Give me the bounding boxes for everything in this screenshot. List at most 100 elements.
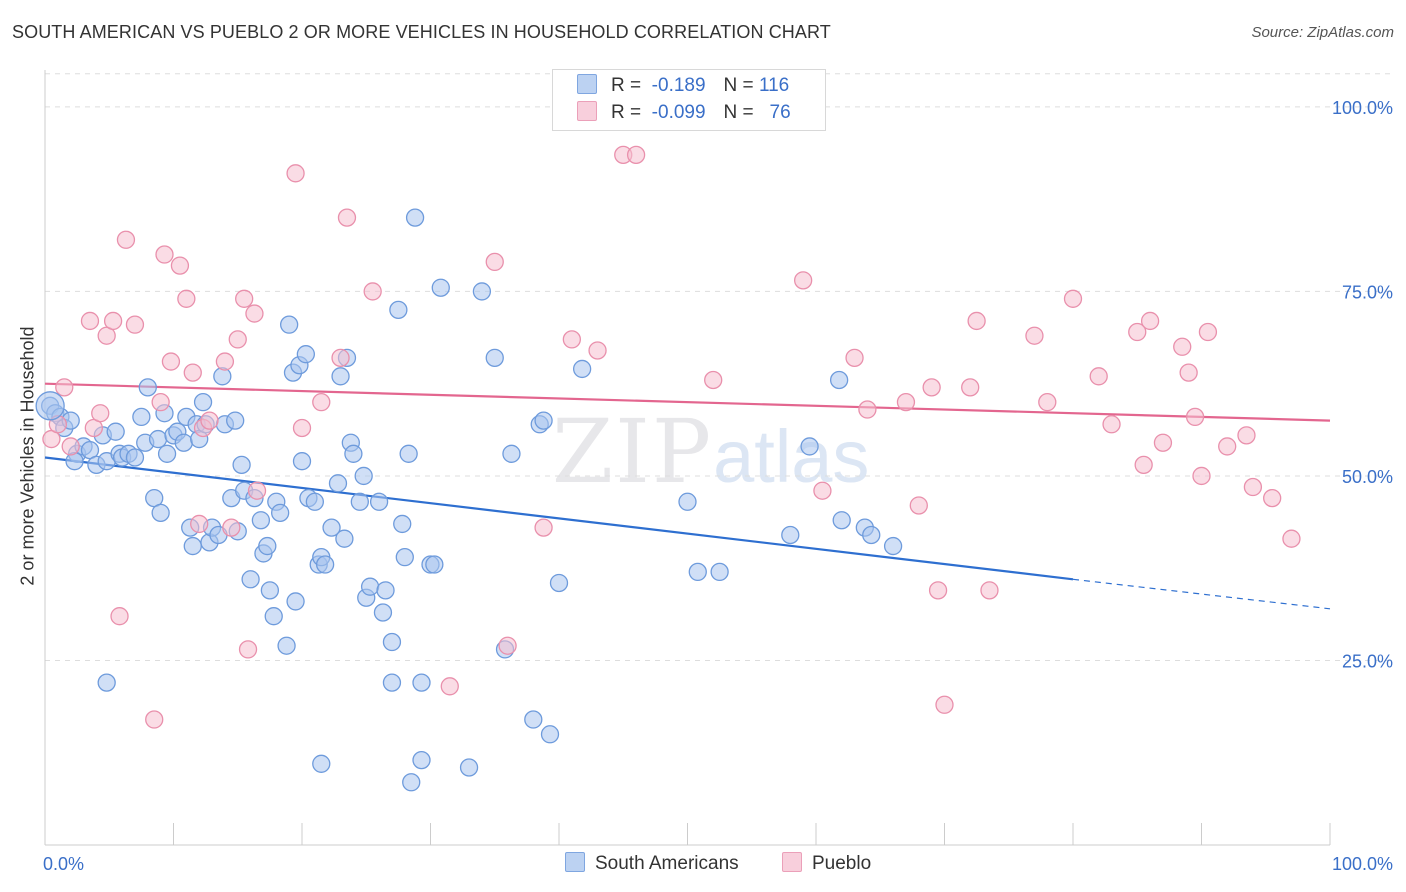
point-pueblo xyxy=(363,282,382,301)
point-south-americans xyxy=(829,370,849,390)
point-south-americans xyxy=(151,503,170,523)
point-south-americans xyxy=(251,511,271,530)
point-pueblo xyxy=(151,392,170,412)
point-pueblo xyxy=(110,607,129,626)
point-south-americans xyxy=(312,754,331,773)
point-pueblo xyxy=(1128,322,1147,342)
point-south-americans xyxy=(549,573,569,593)
point-south-americans xyxy=(862,525,881,545)
point-pueblo xyxy=(1237,426,1256,445)
point-pueblo xyxy=(1063,289,1083,308)
point-pueblo xyxy=(1102,415,1121,434)
point-pueblo xyxy=(161,352,181,371)
point-pueblo xyxy=(845,348,864,368)
point-pueblo xyxy=(183,363,202,382)
point-south-americans xyxy=(344,444,363,463)
point-south-americans xyxy=(399,444,418,463)
point-pueblo xyxy=(1192,466,1211,486)
point-south-americans xyxy=(389,300,408,320)
point-south-americans xyxy=(286,592,305,611)
point-pueblo xyxy=(1038,392,1057,412)
legend-row-south-americans: R = -0.189 N = 116 xyxy=(577,74,789,100)
n-value-pueblo: 76 xyxy=(769,102,791,123)
point-south-americans xyxy=(279,315,299,334)
point-south-americans xyxy=(412,750,431,770)
point-south-americans xyxy=(106,422,125,441)
point-pueblo xyxy=(286,164,305,183)
bottom-legend-south-americans: South Americans xyxy=(565,852,739,876)
point-south-americans xyxy=(292,452,312,471)
point-pueblo xyxy=(145,710,164,729)
point-south-americans xyxy=(710,562,729,582)
point-south-americans xyxy=(354,466,373,486)
point-pueblo xyxy=(1179,363,1198,382)
point-pueblo xyxy=(909,496,928,515)
point-pueblo xyxy=(228,330,247,349)
point-south-americans xyxy=(148,429,168,449)
point-pueblo xyxy=(935,695,954,714)
trend-line-pueblo xyxy=(44,382,1331,422)
point-south-americans xyxy=(226,411,245,430)
y-tick-label: 75.0% xyxy=(1342,282,1393,302)
point-south-americans xyxy=(459,758,479,777)
point-south-americans xyxy=(174,433,193,452)
point-south-americans xyxy=(350,492,369,511)
point-pueblo xyxy=(200,411,219,430)
n-label: N = xyxy=(723,75,754,96)
r-value-pueblo: -0.099 xyxy=(651,102,706,123)
point-south-americans xyxy=(376,581,395,600)
point-south-americans xyxy=(335,529,354,548)
point-pueblo xyxy=(80,311,100,331)
point-south-americans xyxy=(328,474,348,493)
data-points xyxy=(35,97,1301,792)
point-pueblo xyxy=(245,304,264,323)
point-south-americans xyxy=(540,725,560,744)
point-pueblo xyxy=(292,418,312,438)
point-pueblo xyxy=(1185,407,1205,427)
point-pueblo xyxy=(922,378,941,397)
point-south-americans xyxy=(138,378,157,397)
point-pueblo xyxy=(896,392,916,412)
trend-line-south-americans-extrapolated xyxy=(1072,578,1331,610)
point-south-americans xyxy=(678,492,697,511)
point-pueblo xyxy=(1089,367,1108,386)
point-pueblo xyxy=(190,514,209,534)
point-south-americans xyxy=(373,603,393,622)
point-south-americans xyxy=(232,455,251,475)
point-south-americans xyxy=(485,348,504,368)
legend-swatch-blue xyxy=(577,74,597,94)
point-south-americans xyxy=(382,632,402,652)
point-pueblo xyxy=(247,481,267,500)
point-pueblo xyxy=(1140,311,1160,331)
point-pueblo xyxy=(704,370,723,390)
tick-labels: 25.0% 50.0% 75.0% 100.0% 0.0% 100.0% xyxy=(43,98,1393,874)
watermark: ZIPatlas xyxy=(552,400,869,503)
point-south-americans xyxy=(688,562,707,582)
point-pueblo xyxy=(813,481,832,500)
watermark-atlas: atlas xyxy=(713,415,870,498)
point-pueblo xyxy=(534,518,553,537)
bottom-legend-label: Pueblo xyxy=(812,853,872,874)
point-pueblo xyxy=(794,271,813,290)
point-pueblo xyxy=(125,315,145,334)
legend-swatch-pink xyxy=(577,101,597,121)
bottom-legend-swatch-pink xyxy=(782,852,802,872)
point-south-americans xyxy=(193,392,213,412)
point-south-americans xyxy=(360,577,380,596)
point-pueblo xyxy=(1173,337,1192,356)
point-pueblo xyxy=(1218,437,1237,456)
source-label: Source: ZipAtlas.com xyxy=(1251,24,1394,41)
point-south-americans xyxy=(125,448,145,467)
point-south-americans xyxy=(405,208,425,227)
r-label: R = xyxy=(611,102,642,123)
point-south-americans xyxy=(393,514,412,534)
point-pueblo xyxy=(928,581,948,600)
n-value-south-americans: 116 xyxy=(758,75,790,96)
point-pueblo xyxy=(858,400,877,419)
y-axis-label: 2 or more Vehicles in Household xyxy=(17,326,38,586)
point-pueblo xyxy=(235,289,254,308)
trend-line-south-americans xyxy=(44,456,1074,581)
point-south-americans xyxy=(832,511,851,530)
point-south-americans xyxy=(534,411,553,430)
